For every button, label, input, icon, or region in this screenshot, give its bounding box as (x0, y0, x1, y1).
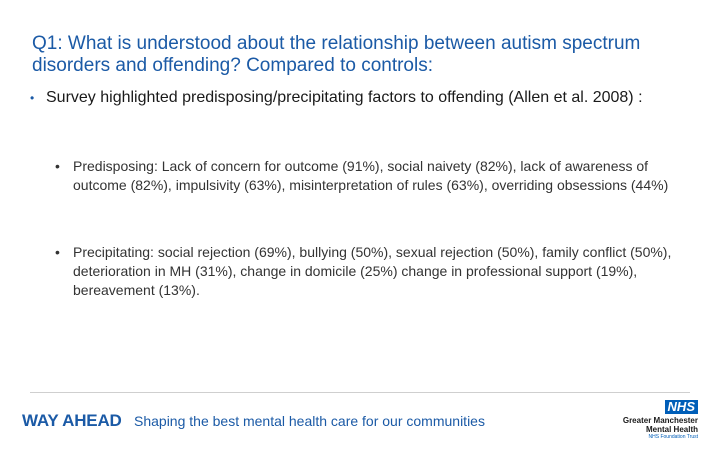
sub-bullet-text: Precipitating: social rejection (69%), b… (73, 244, 672, 298)
way-ahead-logo: WAY AHEAD (22, 411, 122, 430)
org-name-line2: Mental Health (645, 425, 698, 434)
nhs-trust-logo: NHS Greater Manchester Mental Health NHS… (588, 398, 698, 441)
sub-bullet-text: Predisposing: Lack of concern for outcom… (73, 158, 669, 193)
main-bullet: • Survey highlighted predisposing/precip… (30, 88, 700, 108)
bullet-marker: • (55, 244, 60, 260)
sub-bullet-precipitating: • Precipitating: social rejection (69%),… (55, 243, 675, 300)
main-bullet-text: Survey highlighted predisposing/precipit… (46, 89, 643, 106)
slide-title: Q1: What is understood about the relatio… (32, 33, 641, 76)
bullet-marker: • (30, 91, 35, 105)
org-name-line1: Greater Manchester (622, 416, 698, 425)
footer-tagline: Shaping the best mental health care for … (134, 413, 485, 429)
trust-name: NHS Foundation Trust (648, 434, 698, 440)
footer-divider (30, 392, 690, 393)
sub-bullet-predisposing: • Predisposing: Lack of concern for outc… (55, 157, 675, 195)
bullet-marker: • (55, 158, 60, 174)
nhs-logo: NHS (664, 400, 698, 414)
